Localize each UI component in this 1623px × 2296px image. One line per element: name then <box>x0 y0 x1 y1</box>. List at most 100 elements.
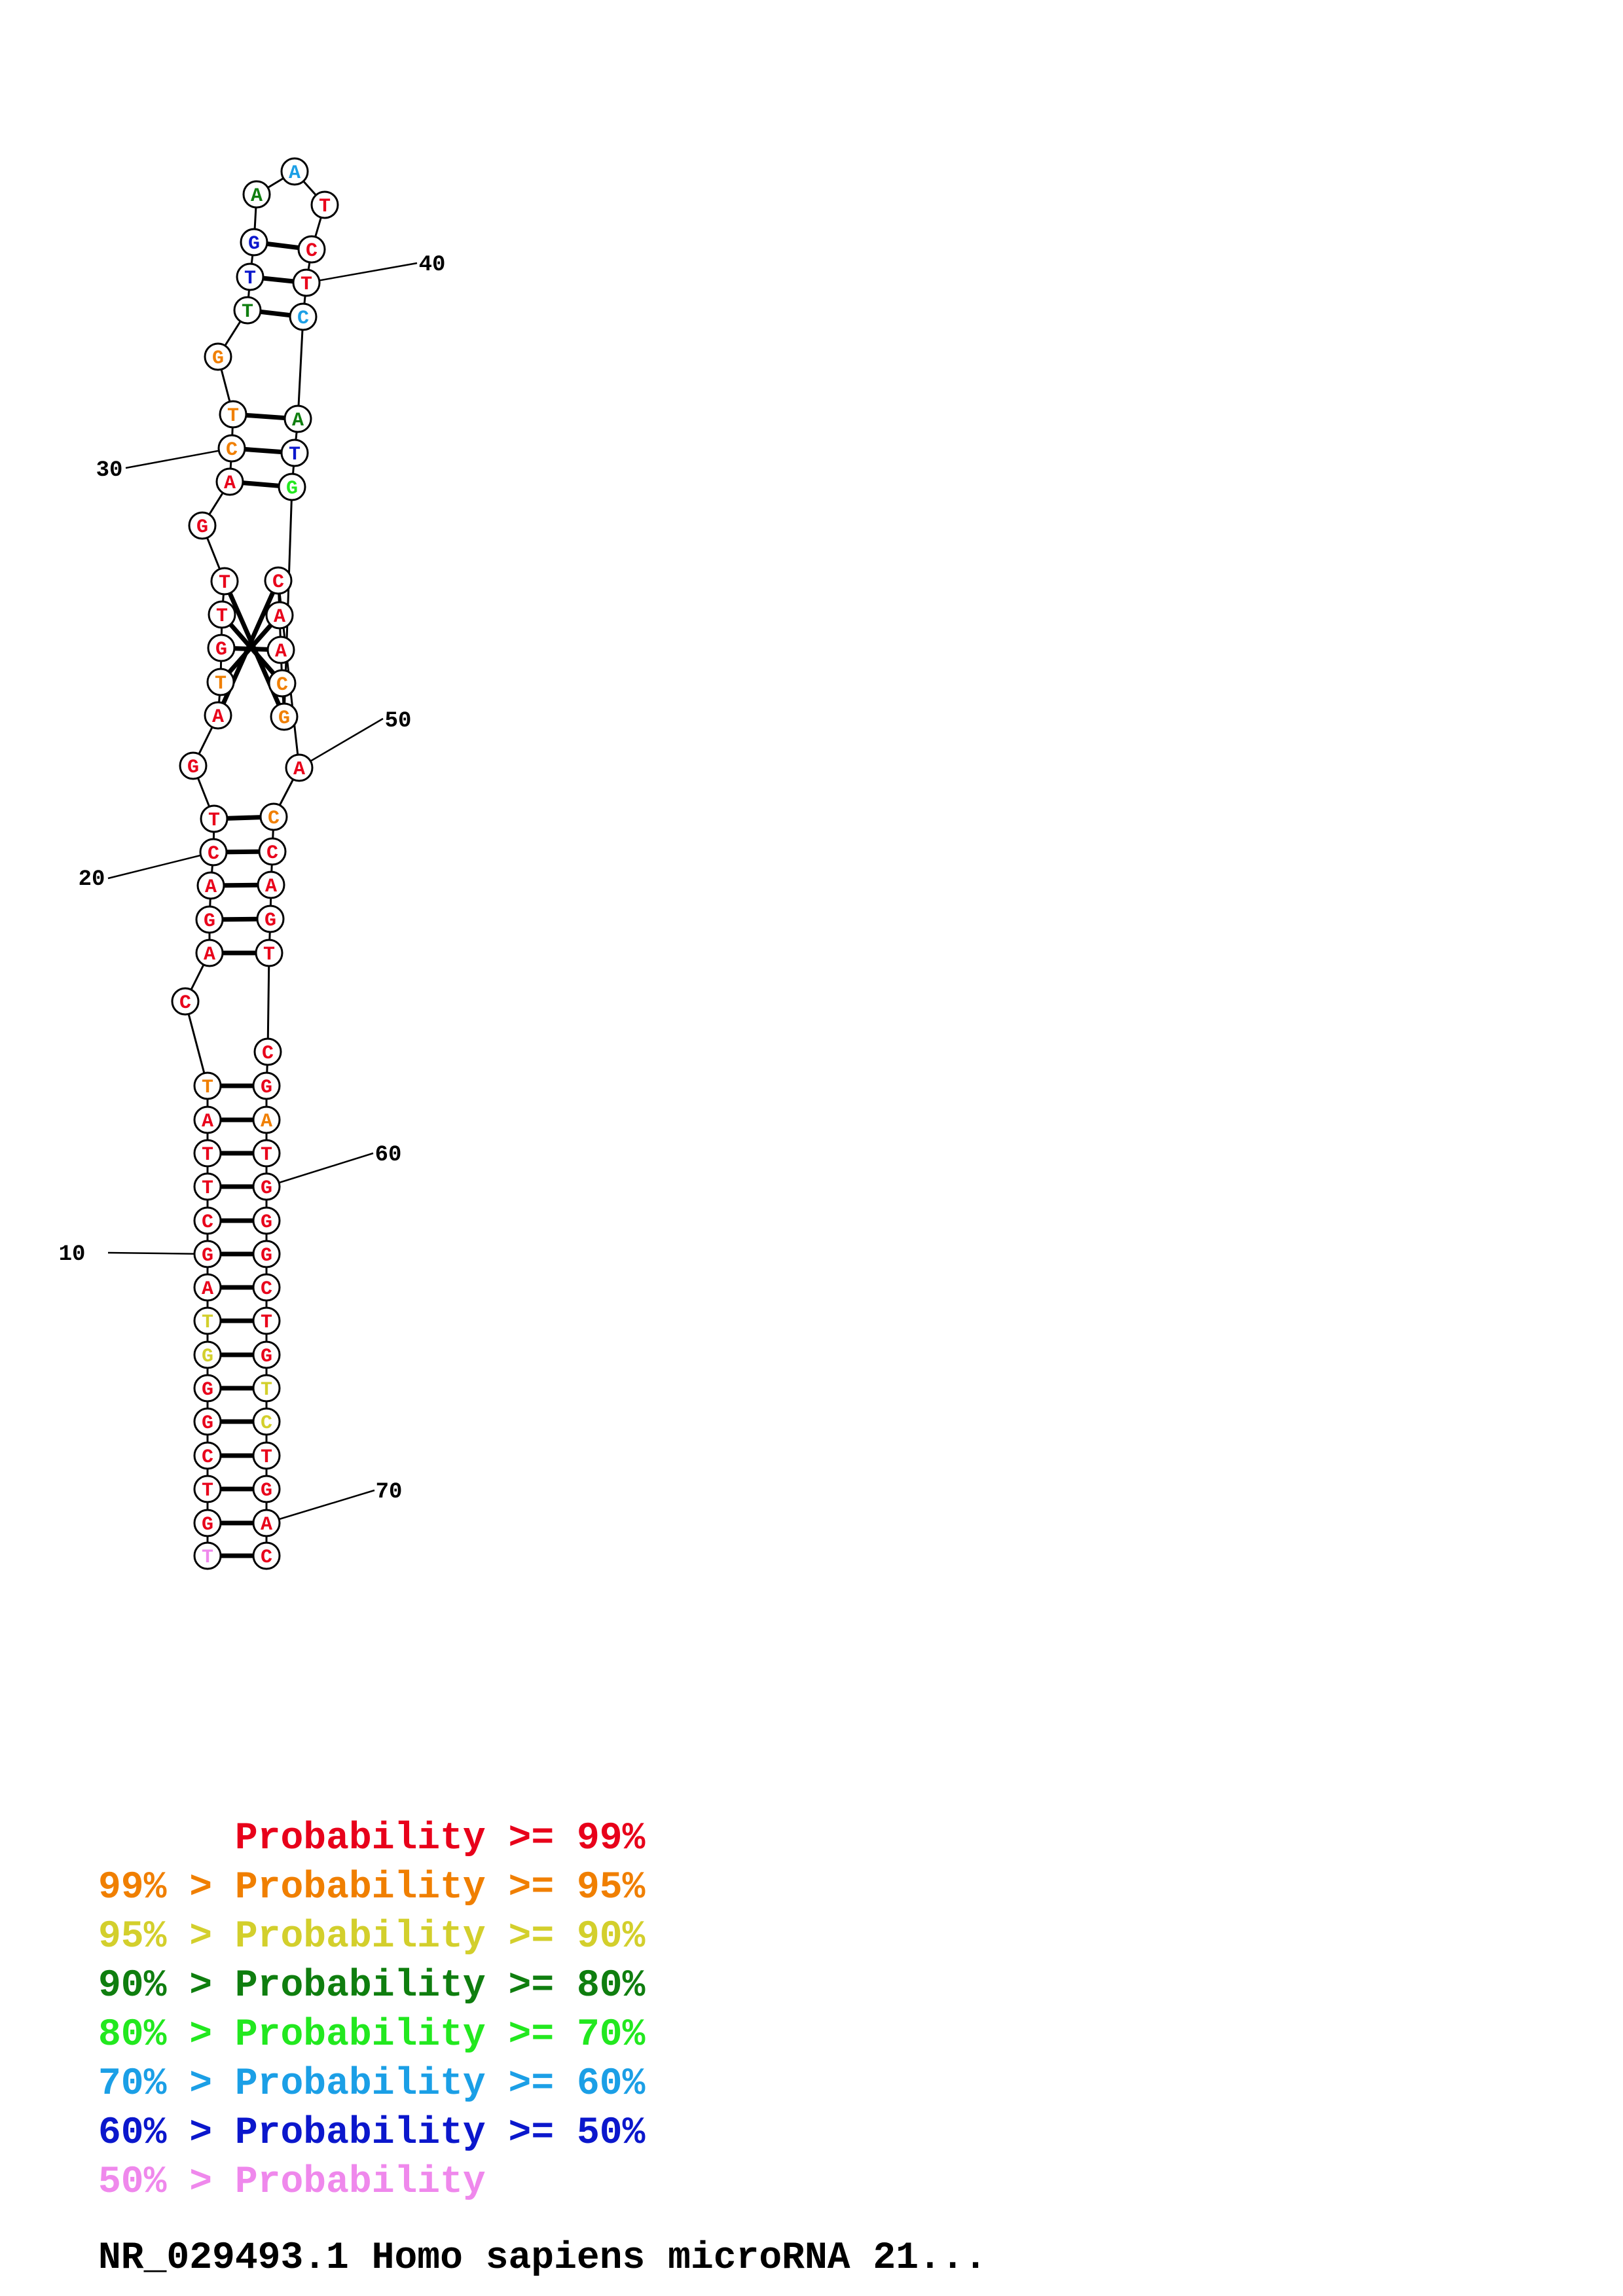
nucleotide-circle <box>252 1172 281 1201</box>
nucleotide-circle <box>217 434 246 463</box>
legend-row: 99% > Probability >= 95% <box>98 1863 645 1912</box>
nucleotide-circle <box>193 1407 222 1436</box>
nucleotide: C <box>268 669 297 698</box>
nucleotide-circle <box>252 1374 281 1403</box>
nucleotide-letter: T <box>202 1547 213 1569</box>
nucleotide: T <box>292 268 321 297</box>
nucleotide-circle <box>297 235 326 264</box>
nucleotide-letter: A <box>202 1278 213 1300</box>
nucleotide-letter: G <box>215 639 227 661</box>
nucleotide-circle <box>270 702 299 731</box>
nucleotide-circle <box>265 601 294 630</box>
nucleotide-letter: G <box>278 708 290 730</box>
nucleotide-circle <box>278 473 306 501</box>
nucleotide: T <box>193 1071 222 1100</box>
nucleotide: G <box>188 511 217 540</box>
nucleotide-circle <box>253 1037 282 1066</box>
position-tick-label: 60 <box>375 1143 402 1168</box>
nucleotide: C <box>253 1037 282 1066</box>
nucleotide: C <box>217 434 246 463</box>
nucleotide-circle <box>171 987 200 1016</box>
nucleotide-circle <box>257 870 285 899</box>
nucleotide: T <box>208 600 236 629</box>
nucleotide-letter: G <box>202 1514 213 1536</box>
nucleotides: TGTCGGGTAGCTTATCAGACTGATGTTGACTGTTGAATCT… <box>171 157 339 1570</box>
nucleotide-letter: T <box>261 1446 272 1469</box>
nucleotide-circle <box>210 567 239 596</box>
legend-prefix: 80% <box>98 2014 167 2056</box>
nucleotide-letter: C <box>261 1547 272 1569</box>
nucleotide-circle <box>193 1273 222 1302</box>
legend-row: 50% > Probability <box>98 2158 645 2207</box>
nucleotide: T <box>252 1441 281 1470</box>
nucleotide: C <box>264 566 293 595</box>
nucleotide: C <box>193 1441 222 1470</box>
nucleotide-letter: T <box>215 673 227 695</box>
nucleotide-letter: A <box>251 185 263 207</box>
nucleotide-letter: G <box>202 1245 213 1267</box>
nucleotide: G <box>252 1475 281 1503</box>
nucleotide: C <box>258 837 287 866</box>
position-tick-label: 50 <box>385 709 412 734</box>
nucleotide: G <box>193 1240 222 1268</box>
nucleotide: A <box>265 601 294 630</box>
nucleotide-letter: C <box>202 1446 213 1469</box>
nucleotide-circle <box>204 342 232 371</box>
nucleotide-letter: C <box>179 992 191 1014</box>
nucleotide: A <box>193 1105 222 1134</box>
nucleotide-letter: G <box>202 1412 213 1435</box>
nucleotide-circle <box>193 1340 222 1369</box>
nucleotide-letter: T <box>244 268 256 290</box>
nucleotide-letter: G <box>286 478 298 500</box>
legend-label: Probability <box>234 2112 486 2155</box>
nucleotide-circle <box>292 268 321 297</box>
nucleotide-letter: C <box>306 240 318 262</box>
nucleotide-letter: T <box>242 301 253 323</box>
legend-label: Probability <box>234 2014 486 2056</box>
nucleotide-circle <box>206 668 235 696</box>
nucleotide-circle <box>219 400 247 429</box>
legend-row: 60% > Probability >= 50% <box>98 2109 645 2158</box>
nucleotide-circle <box>200 804 228 833</box>
nucleotide-letter: A <box>274 606 285 628</box>
nucleotide: G <box>252 1340 281 1369</box>
nucleotide: A <box>252 1105 281 1134</box>
nucleotide-circle <box>193 1509 222 1537</box>
position-tick-label: 40 <box>419 253 446 278</box>
nucleotide: A <box>204 701 232 730</box>
legend-label: Probability <box>234 1965 486 2007</box>
nucleotide: T <box>310 190 339 219</box>
nucleotide-letter: T <box>202 1144 213 1166</box>
sequence-title: NR_029493.1 Homo sapiens microRNA 21... <box>98 2237 987 2280</box>
nucleotide: G <box>252 1240 281 1268</box>
nucleotide: T <box>236 262 264 291</box>
nucleotide: T <box>193 1139 222 1168</box>
nucleotide: T <box>252 1139 281 1168</box>
nucleotide-circle <box>196 871 225 900</box>
nucleotide: G <box>240 228 268 257</box>
legend-row: 80% > Probability >= 70% <box>98 2011 645 2060</box>
nucleotide-letter: T <box>289 444 301 466</box>
nucleotide: A <box>283 404 312 433</box>
nucleotide-letter: A <box>261 1111 272 1133</box>
nucleotide-letter: A <box>205 876 217 899</box>
nucleotide: A <box>196 871 225 900</box>
legend-prefix: 95% <box>98 1916 167 1958</box>
nucleotide-letter: G <box>264 910 276 932</box>
nucleotide-letter: C <box>261 1278 272 1300</box>
nucleotide: T <box>193 1172 222 1201</box>
nucleotide-letter: C <box>208 843 219 865</box>
nucleotide-letter: G <box>261 1346 272 1368</box>
legend-prefix: 60% <box>98 2112 167 2155</box>
nucleotide: T <box>255 939 283 967</box>
nucleotide-circle <box>195 939 224 967</box>
nucleotide: T <box>252 1306 281 1335</box>
nucleotide-letter: T <box>261 1144 272 1166</box>
nucleotide: G <box>179 751 208 780</box>
nucleotide-letter: G <box>261 1077 272 1099</box>
nucleotide-circle <box>268 669 297 698</box>
nucleotide: A <box>266 636 295 664</box>
nucleotide-circle <box>193 1105 222 1134</box>
nucleotide-circle <box>255 939 283 967</box>
legend-threshold: >= 60% <box>508 2063 646 2106</box>
